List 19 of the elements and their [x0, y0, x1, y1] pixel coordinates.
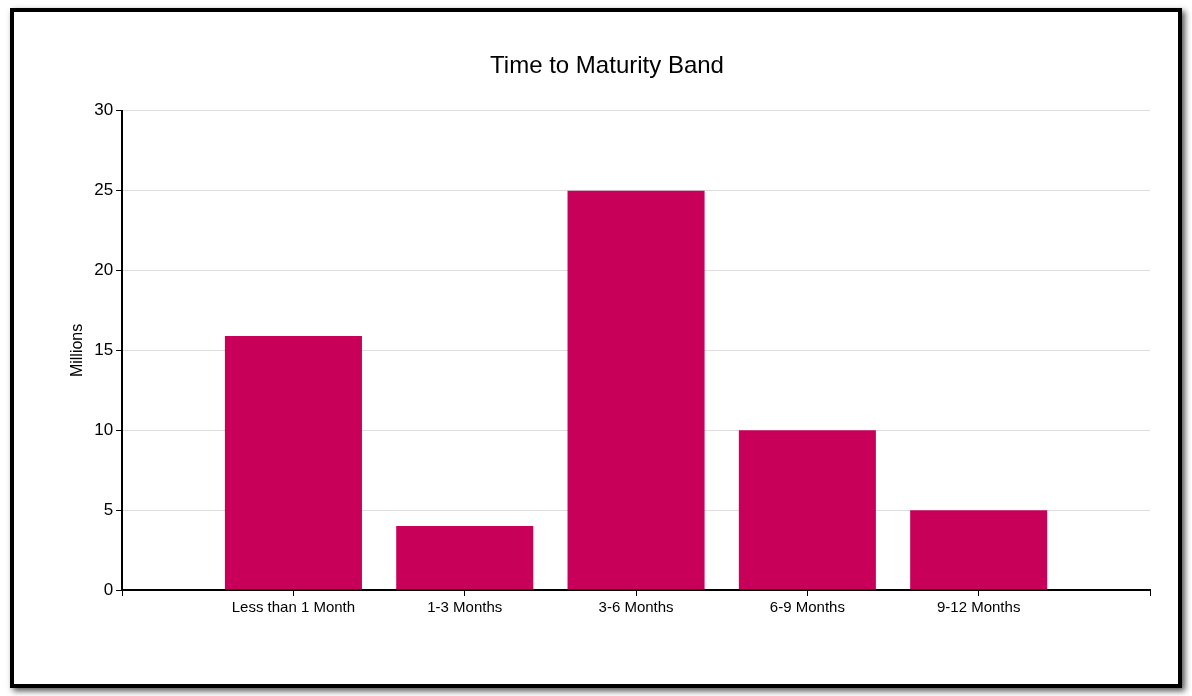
- bar: [224, 336, 362, 590]
- bar: [567, 190, 705, 590]
- bar: [910, 510, 1048, 590]
- y-tick-label: 0: [103, 579, 114, 599]
- y-tick-label: 20: [94, 260, 114, 280]
- x-tick-label: 3-6 Months: [598, 598, 674, 616]
- bar: [738, 430, 876, 590]
- x-tick-label: 1-3 Months: [427, 598, 503, 616]
- chart-title: Time to Maturity Band: [490, 51, 724, 79]
- bar: [396, 526, 534, 590]
- y-axis-title: Millions: [68, 323, 86, 378]
- y-tick-label: 10: [94, 419, 114, 439]
- y-tick-label: 15: [94, 340, 114, 360]
- y-tick-label: 5: [103, 499, 114, 519]
- y-tick-label: 30: [94, 100, 114, 120]
- x-tick-label: Less than 1 Month: [231, 598, 356, 616]
- y-tick-label: 25: [94, 180, 114, 200]
- x-tick-label: 6-9 Months: [769, 598, 845, 616]
- x-tick-label: 9-12 Months: [936, 598, 1021, 616]
